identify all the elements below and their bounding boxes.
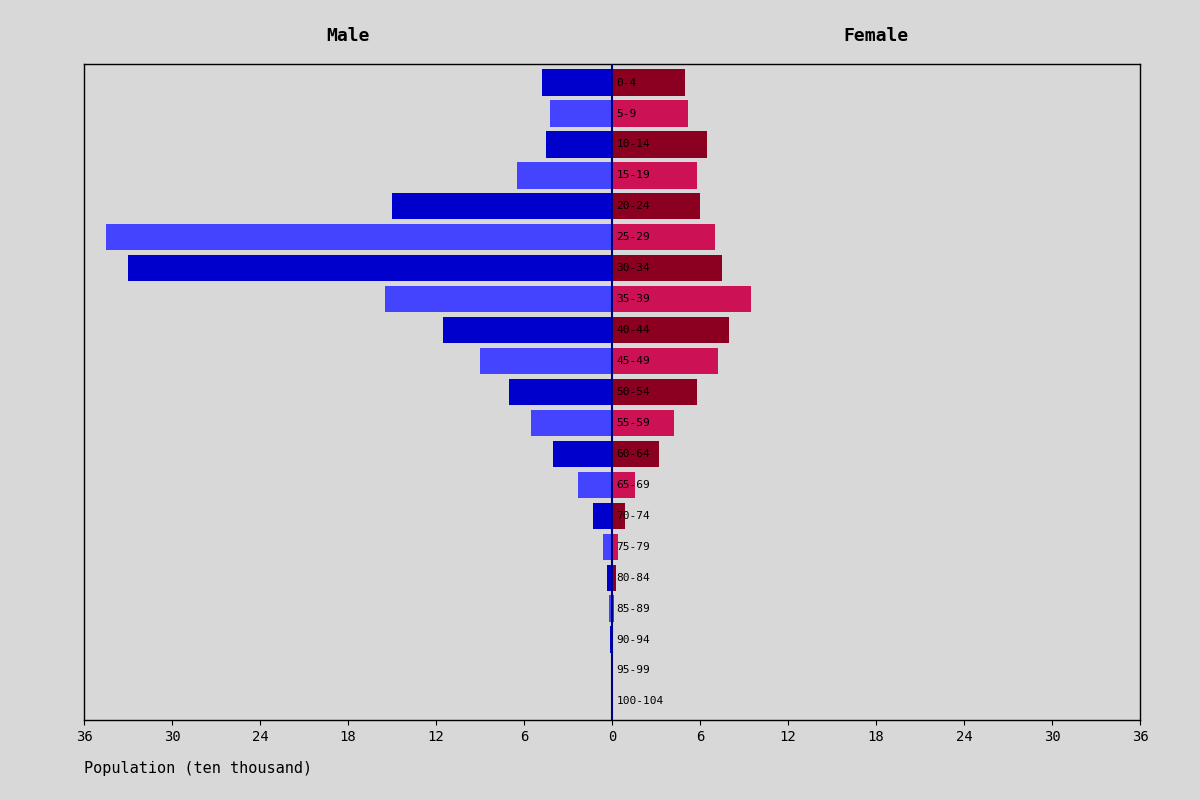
Text: 0-4: 0-4	[617, 78, 637, 87]
Bar	[612, 162, 697, 189]
Bar	[578, 472, 612, 498]
Bar	[612, 534, 618, 560]
Text: 50-54: 50-54	[617, 387, 650, 397]
Bar	[551, 100, 612, 126]
Bar	[611, 626, 612, 653]
Text: 20-24: 20-24	[617, 202, 650, 211]
Bar	[443, 317, 612, 343]
Text: 60-64: 60-64	[617, 449, 650, 459]
Bar	[532, 410, 612, 436]
Bar	[553, 441, 612, 467]
Text: 65-69: 65-69	[617, 480, 650, 490]
Bar	[612, 565, 616, 591]
Text: 10-14: 10-14	[617, 139, 650, 150]
Bar	[612, 100, 689, 126]
Bar	[480, 348, 612, 374]
Bar	[607, 565, 612, 591]
Text: Male: Male	[326, 27, 370, 46]
Bar	[610, 595, 612, 622]
Bar	[593, 502, 612, 529]
Bar	[612, 626, 613, 653]
Bar	[612, 410, 673, 436]
Text: 30-34: 30-34	[617, 263, 650, 274]
Bar	[612, 379, 697, 405]
Bar	[106, 224, 612, 250]
Bar	[612, 595, 614, 622]
Bar	[517, 162, 612, 189]
Bar	[612, 193, 700, 219]
Text: 15-19: 15-19	[617, 170, 650, 180]
Bar	[612, 348, 718, 374]
Text: 40-44: 40-44	[617, 325, 650, 335]
Text: 85-89: 85-89	[617, 604, 650, 614]
Bar	[392, 193, 612, 219]
Text: 100-104: 100-104	[617, 697, 664, 706]
Bar	[612, 131, 707, 158]
Bar	[604, 534, 612, 560]
Text: 95-99: 95-99	[617, 666, 650, 675]
Text: 90-94: 90-94	[617, 634, 650, 645]
Bar	[612, 255, 722, 282]
Text: 55-59: 55-59	[617, 418, 650, 428]
Bar	[612, 441, 659, 467]
Text: Population (ten thousand): Population (ten thousand)	[84, 761, 312, 776]
Bar	[509, 379, 612, 405]
Text: 45-49: 45-49	[617, 356, 650, 366]
Bar	[612, 472, 636, 498]
Bar	[612, 317, 730, 343]
Text: 25-29: 25-29	[617, 232, 650, 242]
Bar	[612, 70, 685, 96]
Bar	[385, 286, 612, 312]
Bar	[546, 131, 612, 158]
Text: 5-9: 5-9	[617, 109, 637, 118]
Text: 35-39: 35-39	[617, 294, 650, 304]
Bar	[612, 502, 625, 529]
Bar	[541, 70, 612, 96]
Bar	[612, 224, 715, 250]
Bar	[128, 255, 612, 282]
Text: 80-84: 80-84	[617, 573, 650, 582]
Text: Female: Female	[844, 27, 908, 46]
Bar	[612, 286, 751, 312]
Text: 75-79: 75-79	[617, 542, 650, 552]
Text: 70-74: 70-74	[617, 510, 650, 521]
